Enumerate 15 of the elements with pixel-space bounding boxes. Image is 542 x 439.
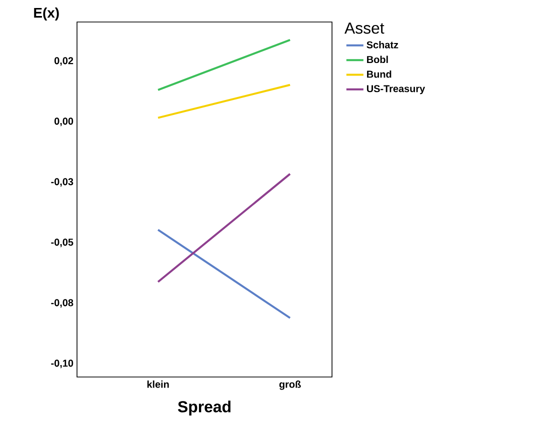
- y-tick-label: 0,00: [54, 118, 74, 126]
- legend-label: Bobl: [367, 56, 388, 64]
- legend-title: Asset: [344, 22, 384, 34]
- y-tick-label: -0,10: [51, 360, 74, 368]
- y-tick-label: -0,08: [51, 299, 74, 308]
- y-axis-title: E(x): [34, 7, 59, 20]
- x-tick-label: klein: [147, 380, 169, 388]
- legend-label: US-Treasury: [366, 85, 426, 94]
- legend-label: Bund: [367, 70, 392, 78]
- x-tick-label: groß: [279, 380, 301, 390]
- y-tick-label: 0,02: [54, 57, 74, 66]
- y-tick-label: -0,03: [51, 178, 74, 187]
- y-tick-label: -0,05: [51, 238, 74, 248]
- x-axis-title: Spread: [178, 400, 230, 416]
- legend-label: Schatz: [366, 41, 398, 48]
